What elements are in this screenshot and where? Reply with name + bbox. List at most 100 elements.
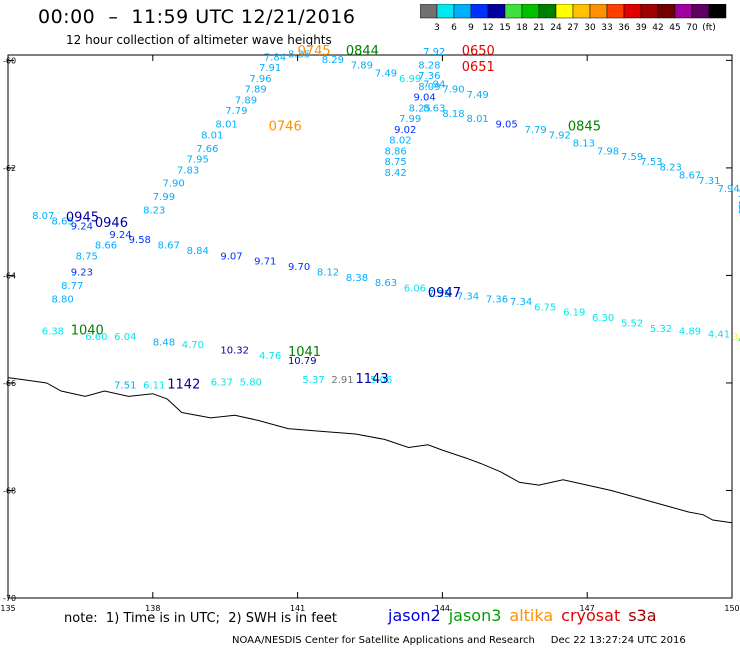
swh-value: 5.32 [650, 324, 672, 335]
swh-value: 8.66 [95, 241, 117, 252]
swh-value: 7.49 [467, 90, 489, 101]
swh-value: 4.89 [679, 327, 701, 338]
pass-time-label: 0745 [298, 44, 331, 59]
swh-value: 8.42 [384, 168, 406, 179]
swh-value: 8.63 [423, 103, 445, 114]
swh-value: 7.83 [177, 165, 199, 176]
swh-value: 8.12 [317, 267, 339, 278]
swh-value: 7.95 [187, 155, 209, 166]
swh-value: 7.91 [259, 63, 281, 74]
coastline [7, 377, 733, 524]
swh-value: 8.6 [738, 206, 740, 217]
swh-value: 8.28 [418, 60, 440, 71]
swh-value: 8.01 [216, 120, 238, 131]
swh-value: 9.70 [288, 262, 310, 273]
map-frame [7, 54, 733, 599]
footer-note: note: 1) Time is in UTC; 2) SWH is in fe… [64, 611, 337, 626]
swh-value: 6.04 [114, 332, 136, 343]
swh-value: 9.71 [254, 257, 276, 268]
swh-value: 5.06 [370, 375, 392, 386]
swh-value: 6.11 [143, 380, 165, 391]
swh-value: 7.89 [235, 95, 257, 106]
legend-cryosat: cryosat [561, 606, 621, 625]
scale-label: 70 [686, 23, 698, 33]
lat-tick-label: -66 [3, 379, 16, 388]
lon-tick-label: 147 [580, 604, 595, 613]
swh-value: 9.05 [495, 120, 517, 131]
lat-tick-label: -62 [3, 164, 16, 173]
swh-value: 8.01 [201, 130, 223, 141]
swh-value: 7.92 [549, 130, 571, 141]
swh-value: 7.84 [264, 52, 286, 63]
swh-value: 10.32 [220, 345, 249, 356]
swh-value: 7.12 [738, 195, 740, 206]
swh-value: 7.96 [249, 74, 271, 85]
scale-label: 30 [584, 23, 596, 33]
swh-value: 7.34 [510, 297, 532, 308]
scale-label: 27 [567, 23, 578, 33]
swh-value: 9.02 [394, 125, 416, 136]
lon-tick-label: 135 [0, 604, 15, 613]
swh-value: 8.02 [389, 136, 411, 147]
swh-value: 8.25 [409, 103, 431, 114]
pass-time-label: 0650 [462, 44, 495, 59]
legend-s3a: s3a [628, 606, 657, 625]
swh-value: 7.79 [524, 125, 546, 136]
scale-label: 3 [434, 23, 440, 33]
swh-value: 6.30 [592, 313, 614, 324]
pass-time-label: 0945 [66, 211, 99, 226]
swh-value: 8.77 [61, 281, 83, 292]
scale-label: (ft) [702, 23, 716, 33]
swh-value: 4.41 [708, 329, 730, 340]
swh-value: 8.75 [76, 251, 98, 262]
swh-value: 9.07 [220, 251, 242, 262]
satellite-legend: jason2 jason3 altika cryosat s3a [388, 606, 665, 625]
legend-altika: altika [509, 606, 554, 625]
swh-value: 8.80 [51, 294, 73, 305]
swh-value: 8.65 [51, 216, 73, 227]
swh-value: 4.76 [259, 351, 281, 362]
swh-value: 6.06 [404, 284, 426, 295]
lon-tick-label: 150 [724, 604, 739, 613]
swh-value: 9.04 [413, 93, 435, 104]
pass-time-label: 1041 [288, 345, 321, 360]
swh-value: 8.63 [375, 278, 397, 289]
swh-value: 7.31 [698, 176, 720, 187]
swh-value: 6.38 [42, 327, 64, 338]
pass-time-label: 0844 [346, 44, 379, 59]
map-title: 00:00 – 11:59 UTC 12/21/2016 [38, 6, 356, 28]
swh-value: 9.23 [71, 267, 93, 278]
swh-value: 8.09 [418, 82, 440, 93]
swh-value: 8.18 [442, 109, 464, 120]
swh-value: 7.94 [423, 79, 445, 90]
lon-tick-label: 138 [145, 604, 160, 613]
pass-time-label: 0946 [95, 216, 128, 231]
swh-value: 6.75 [534, 302, 556, 313]
swh-value: 7.99 [399, 114, 421, 125]
swh-value: 10.79 [288, 356, 317, 367]
legend-jason3: jason3 [448, 606, 502, 625]
swh-value: 8.67 [158, 241, 180, 252]
scale-label: 45 [669, 23, 680, 33]
swh-value: 7.53 [640, 157, 662, 168]
lon-tick-label: 141 [290, 604, 305, 613]
swh-value: 7.59 [621, 152, 643, 163]
swh-value: 3.31 [732, 332, 740, 343]
swh-value: 7.99 [153, 192, 175, 203]
map-subtitle: 12 hour collection of altimeter wave hei… [66, 33, 332, 47]
swh-value: 7.36 [486, 294, 508, 305]
lat-tick-label: -70 [3, 594, 16, 603]
pass-time-label: 1143 [356, 372, 389, 387]
scale-label: 33 [601, 23, 612, 33]
swh-value: 7.79 [225, 106, 247, 117]
swh-value: 7.34 [457, 292, 479, 303]
swh-value: 8.07 [32, 211, 54, 222]
swh-value: 7.90 [162, 179, 184, 190]
swh-value: 8.01 [467, 114, 489, 125]
scale-swatch [708, 4, 727, 19]
swh-value: 9.24 [109, 230, 131, 241]
swh-value: 8.84 [187, 246, 209, 257]
swh-value: 6.19 [563, 308, 585, 319]
scale-label: 36 [618, 23, 630, 33]
